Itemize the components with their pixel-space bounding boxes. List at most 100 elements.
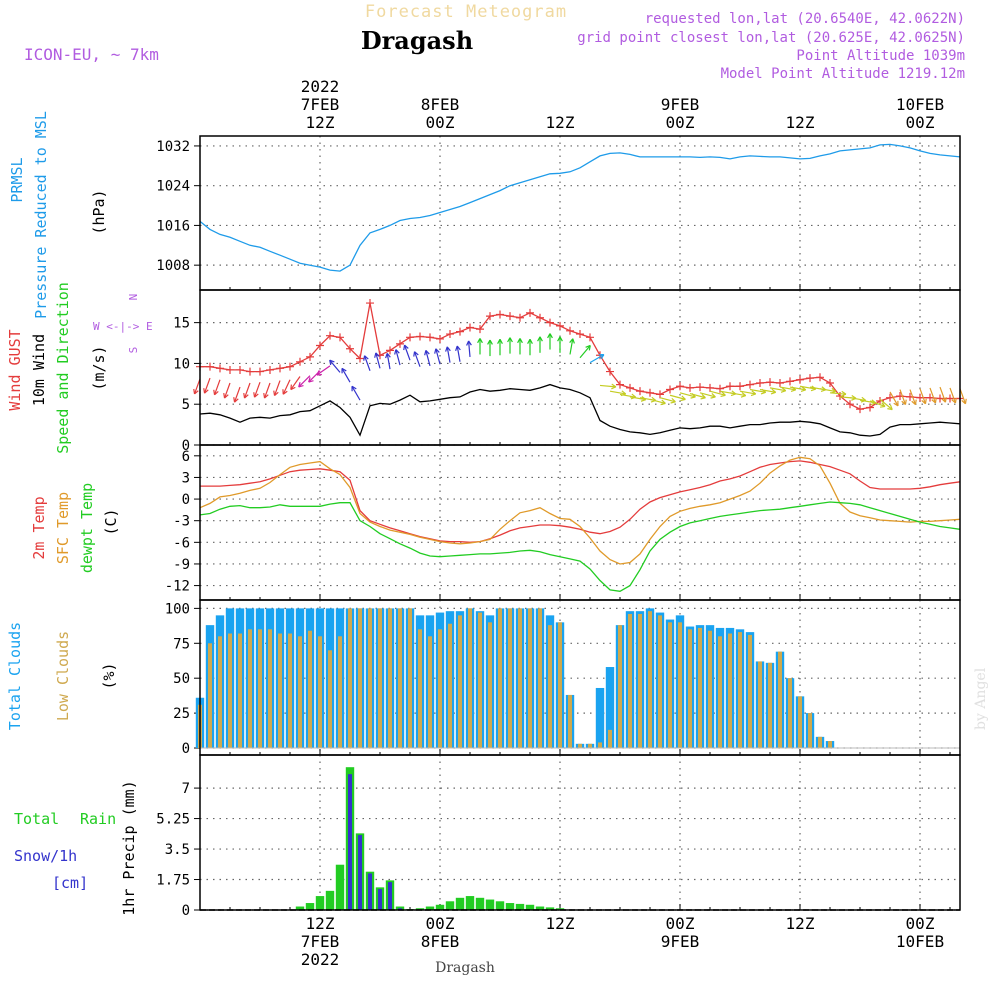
y-tick-label: 1032 — [156, 139, 190, 155]
gust-marker — [786, 377, 794, 386]
wind-arrow-head — [547, 333, 553, 339]
wind-arrow — [223, 382, 231, 399]
low-cloud-bar — [778, 651, 782, 749]
low-cloud-bar — [208, 643, 212, 749]
snow-label: Snow/1h — [14, 847, 77, 865]
gust-marker — [336, 333, 344, 342]
panels-layer: 1008101610241032051015-12-9-6-3036025507… — [6, 77, 967, 969]
wind-arrow-head — [290, 384, 296, 391]
wind-unit: (m/s) — [90, 345, 108, 390]
series-line-sfc-temp — [199, 456, 961, 565]
point-altitude: Point Altitude 1039m — [796, 48, 965, 64]
wind-arrow — [819, 388, 836, 393]
wind-arrow — [669, 394, 686, 400]
dew-label: dewpt Temp — [78, 483, 96, 573]
gust-marker — [416, 332, 424, 341]
total-clouds-label: Total Clouds — [6, 622, 24, 730]
wind-arrow-head — [374, 352, 380, 358]
wind-arrow — [351, 385, 361, 401]
gust-marker — [266, 365, 274, 374]
wind-arrow — [749, 388, 766, 393]
wind-arrow — [679, 392, 696, 398]
rain-bar — [295, 906, 305, 910]
gust-marker — [526, 308, 534, 317]
pressure-label-2: Pressure Reduced to MSL — [32, 111, 50, 319]
panel-wind: 0 5 10 15 — [173, 289, 967, 454]
gust-marker — [686, 383, 694, 392]
low-cloud-bar — [698, 627, 702, 749]
chart-subtitle: Forecast Meteogram — [365, 2, 567, 22]
y-tick-label: 0 — [182, 492, 190, 508]
low-cloud-bar — [658, 615, 662, 749]
panel-precip: 0 1.75 3.5 5.25 7 — [156, 754, 961, 919]
wind-arrow-head — [557, 336, 563, 342]
low-cloud-bar — [358, 608, 362, 749]
y-tick-label: 3.5 — [165, 842, 190, 858]
gust-marker — [256, 367, 264, 376]
wind-arrow-head — [680, 395, 686, 402]
wind-dir-label: Speed and Direction — [54, 282, 72, 454]
wind-arrow — [619, 393, 636, 398]
series-line-dewpt-temp — [199, 501, 961, 592]
time-label-top: 7FEB — [301, 95, 340, 114]
wind-arrow — [959, 388, 967, 404]
wind-arrow — [929, 387, 937, 404]
low-cloud-bar — [228, 633, 232, 749]
gust-marker — [326, 331, 334, 340]
wind-arrow-head — [893, 400, 899, 407]
low-cloud-bar — [788, 678, 792, 749]
time-label-top: 00Z — [426, 113, 455, 132]
wind-arrow — [849, 397, 866, 402]
gust-marker — [346, 344, 354, 353]
compass-we: W <-|-> E — [93, 320, 153, 333]
wind-arrow-head — [424, 349, 430, 356]
gust-marker — [706, 383, 714, 392]
wind-arrow — [659, 397, 676, 403]
rain-bar — [435, 904, 445, 910]
low-cloud-bar — [478, 612, 482, 749]
wind-arrow-head — [351, 385, 357, 392]
wind-arrow-head — [341, 367, 347, 374]
gust-marker — [276, 364, 284, 373]
gust-marker — [486, 312, 494, 321]
wind-arrow — [579, 345, 591, 359]
wind-arrow-head — [466, 340, 472, 346]
watermark: by Angel — [973, 667, 989, 730]
gust-marker — [426, 333, 434, 342]
low-cloud-bar — [518, 608, 522, 749]
wind-arrow — [729, 392, 746, 397]
low-cloud-bar — [268, 629, 272, 749]
wind-arrow — [403, 344, 411, 361]
gust-marker — [286, 362, 294, 371]
wind-arrow-head — [282, 389, 288, 395]
rain-bar — [445, 901, 455, 910]
low-cloud-bar — [588, 743, 592, 749]
gust-marker — [846, 400, 854, 409]
station-name: Dragash — [361, 26, 473, 55]
gust-marker — [806, 374, 814, 383]
gust-marker — [476, 325, 484, 334]
time-label-bottom: 9FEB — [661, 932, 700, 951]
rain-bar — [335, 864, 345, 910]
wind-arrow-head — [253, 392, 259, 398]
wind-arrow — [282, 379, 291, 395]
wind-arrow — [213, 379, 221, 395]
gust-marker — [756, 379, 764, 387]
gust-marker — [246, 367, 254, 376]
wind-arrow — [689, 393, 706, 399]
low-cloud-bar — [528, 608, 532, 749]
gust-marker — [636, 387, 644, 396]
wind-arrow-head — [273, 390, 279, 397]
wind-arrow-head — [298, 382, 304, 388]
wind-arrow-head — [203, 388, 209, 394]
wind-arrow-head — [911, 399, 917, 406]
y-tick-label: 1024 — [156, 179, 190, 195]
rain-bar — [555, 908, 565, 910]
snow-bar — [398, 908, 402, 910]
gust-marker — [316, 341, 324, 350]
wind-arrow-head — [497, 338, 503, 344]
wind-arrow-head — [316, 370, 322, 376]
low-cloud-bar — [218, 636, 222, 749]
gust-marker — [746, 380, 754, 389]
